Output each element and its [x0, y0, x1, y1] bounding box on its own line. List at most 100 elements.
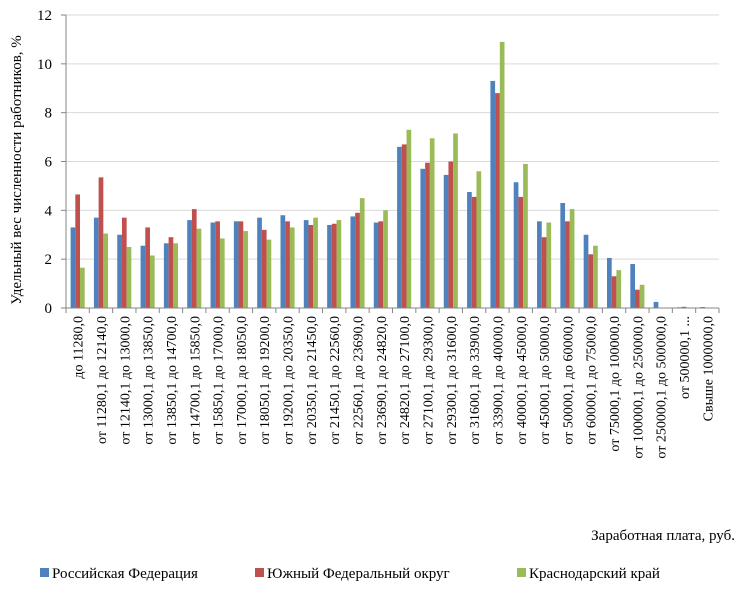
bar — [337, 220, 342, 308]
x-tick-label: от 250000,1 до 500000,0 — [655, 316, 670, 459]
legend-swatch — [255, 568, 264, 577]
bar — [570, 209, 575, 308]
bar — [407, 130, 412, 308]
bar — [99, 177, 104, 308]
legend-label: Российская Федерация — [52, 566, 198, 582]
x-tick-label: от 45000,1 до 50000,0 — [538, 316, 553, 445]
x-tick-label: от 14700,1 до 15850,0 — [188, 316, 203, 445]
bar — [635, 290, 640, 308]
bar — [476, 171, 481, 308]
bar — [192, 209, 197, 308]
y-tick-label: 12 — [37, 8, 52, 24]
x-tick-label: от 15850,1 до 17000,0 — [212, 316, 227, 445]
bar — [495, 93, 500, 308]
x-tick-label: от 21450,1 до 22560,0 — [328, 316, 343, 445]
bar — [350, 216, 355, 308]
x-tick-label: от 11280,1 до 12140,0 — [95, 316, 110, 444]
bar — [518, 197, 523, 308]
bar — [127, 247, 132, 308]
x-tick-label: от 13000,1 до 13850,0 — [142, 316, 157, 445]
bar — [281, 215, 286, 308]
bar — [425, 163, 430, 308]
x-tick-label: от 29300,1 до 31600,0 — [445, 316, 460, 445]
axes — [61, 15, 719, 313]
bar — [537, 221, 542, 308]
bars — [71, 42, 710, 308]
bar — [285, 221, 290, 308]
bar — [593, 246, 598, 308]
bar — [654, 302, 659, 308]
bar — [378, 221, 383, 308]
bar — [257, 218, 262, 308]
bar — [94, 218, 99, 308]
x-tick-label: от 40000,1 до 45000,0 — [515, 316, 530, 445]
bar — [234, 221, 239, 308]
bar — [360, 198, 365, 308]
y-tick-label: 8 — [45, 106, 53, 122]
bar — [309, 225, 314, 308]
legend-label: Краснодарский край — [529, 566, 660, 582]
legend: Российская Федерация Южный Федеральный ок… — [40, 566, 660, 582]
bar — [397, 147, 402, 308]
x-tick-label: от 17000,1 до 18050,0 — [235, 316, 250, 445]
bar — [220, 238, 225, 308]
x-tick-label: от 60000,1 до 75000,0 — [585, 316, 600, 445]
x-tick-label: от 18050,1 до 19200,0 — [258, 316, 273, 445]
bar — [117, 235, 122, 308]
x-tick-label: от 12140,1 до 13000,0 — [118, 316, 133, 445]
y-tick-label: 4 — [45, 203, 53, 219]
bar — [467, 192, 472, 308]
x-tick-label: от 22560,1 до 23690,0 — [352, 316, 367, 445]
bar — [453, 133, 458, 308]
legend-swatch — [40, 568, 49, 577]
legend-label: Южный Федеральный округ — [267, 566, 450, 582]
bar — [327, 225, 332, 308]
bar — [402, 144, 407, 308]
x-tick-label: до 11280,0 — [72, 316, 87, 379]
bar — [514, 182, 519, 308]
x-tick-label: от 31600,1 до 33900,0 — [468, 316, 483, 445]
bar — [145, 227, 150, 308]
bar — [215, 221, 220, 308]
x-tick-label: от 500000,1 ... — [678, 316, 693, 399]
y-tick-label: 0 — [45, 301, 53, 317]
y-tick-label: 2 — [45, 252, 53, 268]
bar — [546, 223, 551, 308]
bar — [304, 220, 309, 308]
bar — [565, 221, 570, 308]
legend-swatch — [517, 568, 526, 577]
x-tick-label: от 75000,1 до 100000,0 — [608, 316, 623, 452]
x-tick-label: от 27100,1 до 29300,0 — [421, 316, 436, 445]
bar — [169, 237, 174, 308]
bar — [640, 285, 645, 308]
bar — [560, 203, 565, 308]
bar — [262, 230, 267, 308]
y-tick-label: 10 — [37, 57, 52, 73]
bar — [187, 220, 192, 308]
x-tick-label: от 33900,1 до 40000,0 — [491, 316, 506, 445]
bar — [290, 227, 295, 308]
bar — [122, 218, 127, 308]
bar — [430, 138, 435, 308]
bar — [150, 256, 155, 309]
bar — [490, 81, 495, 308]
bar — [71, 227, 76, 308]
x-tick-label: от 100000,1 до 250000,0 — [631, 316, 646, 459]
x-tick-label: от 13850,1 до 14700,0 — [165, 316, 180, 445]
bar — [313, 218, 318, 308]
bar — [80, 268, 85, 308]
bar — [267, 240, 272, 308]
bar — [173, 243, 178, 308]
x-tick-label: Свыше 1000000,0 — [701, 316, 716, 421]
bar — [630, 264, 635, 308]
bar — [500, 42, 505, 308]
x-tick-label: от 19200,1 до 20350,0 — [282, 316, 297, 445]
bar — [75, 194, 80, 308]
x-tick-label: от 20350,1 до 21450,0 — [305, 316, 320, 445]
bar — [444, 175, 449, 308]
bar — [332, 224, 337, 308]
bar — [542, 237, 547, 308]
bar — [239, 221, 244, 308]
